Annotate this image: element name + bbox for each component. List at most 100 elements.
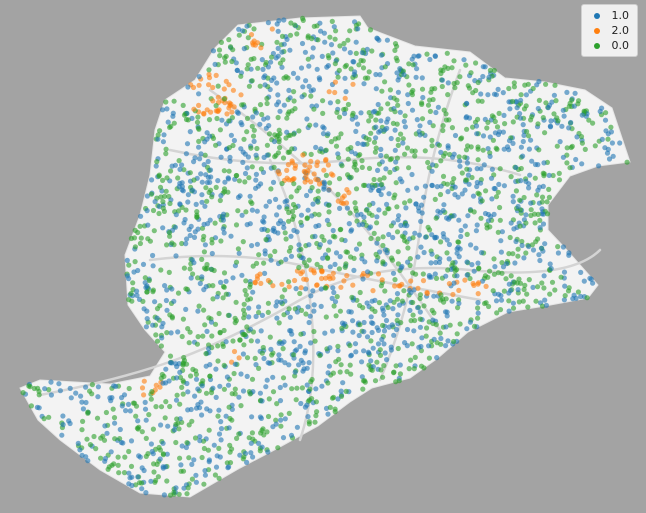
map-point (198, 171, 204, 177)
map-point (184, 380, 190, 387)
map-point (175, 329, 181, 335)
map-point (139, 480, 145, 486)
map-point (231, 137, 237, 144)
map-point (282, 360, 288, 366)
map-point (298, 357, 304, 363)
map-point (394, 229, 401, 235)
map-point (526, 181, 532, 187)
map-point (312, 338, 318, 344)
map-point (319, 383, 325, 389)
map-point (535, 105, 541, 112)
map-point (166, 230, 173, 236)
map-point (501, 112, 507, 118)
map-point (346, 221, 352, 227)
map-point (239, 212, 245, 218)
map-point (199, 179, 205, 185)
map-point (129, 482, 135, 489)
map-point (289, 386, 295, 392)
map-point (112, 436, 118, 442)
map-point (444, 50, 450, 56)
map-point (394, 43, 400, 49)
map-point (443, 343, 449, 349)
map-point (347, 342, 353, 349)
map-point (206, 457, 212, 463)
map-point (179, 333, 185, 340)
map-point (128, 290, 134, 297)
map-point (235, 246, 241, 252)
map-point (354, 167, 360, 173)
map-point (254, 241, 260, 247)
map-point (444, 237, 450, 243)
map-point (308, 151, 314, 157)
map-point (196, 91, 202, 97)
map-point (517, 115, 524, 121)
map-point (394, 165, 400, 171)
map-point (241, 311, 248, 317)
map-point (417, 309, 423, 315)
map-point (350, 329, 356, 335)
map-point (278, 412, 284, 418)
map-point (363, 135, 369, 141)
map-point (95, 394, 101, 400)
map-point (381, 341, 387, 347)
map-point (444, 313, 450, 319)
map-point (349, 112, 355, 118)
map-point (516, 299, 522, 305)
map-point (158, 343, 164, 349)
map-point (153, 163, 159, 169)
map-point (221, 168, 227, 174)
map-point (208, 390, 215, 396)
map-point (225, 312, 231, 318)
map-point (220, 217, 226, 223)
map-point (351, 267, 357, 273)
map-point (150, 289, 156, 295)
map-point (231, 370, 237, 377)
map-point (455, 244, 461, 250)
map-point (173, 439, 179, 446)
map-point (46, 387, 52, 393)
map-point (133, 413, 139, 419)
map-point (117, 426, 123, 433)
map-point (323, 285, 329, 291)
map-point (332, 79, 338, 85)
map-point (277, 145, 283, 151)
map-point (525, 133, 532, 139)
map-point (475, 291, 481, 297)
map-point (318, 303, 324, 309)
map-point (300, 255, 306, 261)
map-point (240, 388, 247, 394)
map-point (316, 212, 322, 218)
map-point (60, 413, 66, 419)
map-point (541, 285, 547, 291)
map-point (369, 329, 375, 336)
map-point (540, 115, 546, 121)
map-point (579, 161, 585, 167)
map-point (506, 251, 512, 257)
map-point (377, 72, 383, 78)
map-point (217, 53, 223, 59)
map-point (264, 377, 270, 383)
map-point (495, 270, 501, 276)
map-point (384, 37, 390, 43)
map-point (173, 397, 180, 403)
map-point (270, 283, 276, 289)
map-point (485, 119, 491, 125)
map-point (402, 151, 408, 157)
map-point (421, 194, 427, 200)
map-point (427, 108, 433, 114)
map-point (195, 125, 201, 131)
map-point (244, 355, 251, 361)
map-point (291, 339, 297, 345)
map-point (422, 148, 428, 154)
map-point (205, 447, 211, 453)
map-point (384, 357, 390, 363)
map-point (402, 113, 408, 119)
map-point (173, 212, 179, 218)
map-point (358, 57, 364, 64)
map-point (79, 399, 85, 405)
map-point (213, 366, 219, 372)
map-point (574, 134, 580, 140)
map-point (298, 212, 305, 218)
map-point (254, 208, 260, 214)
map-point (79, 427, 85, 433)
